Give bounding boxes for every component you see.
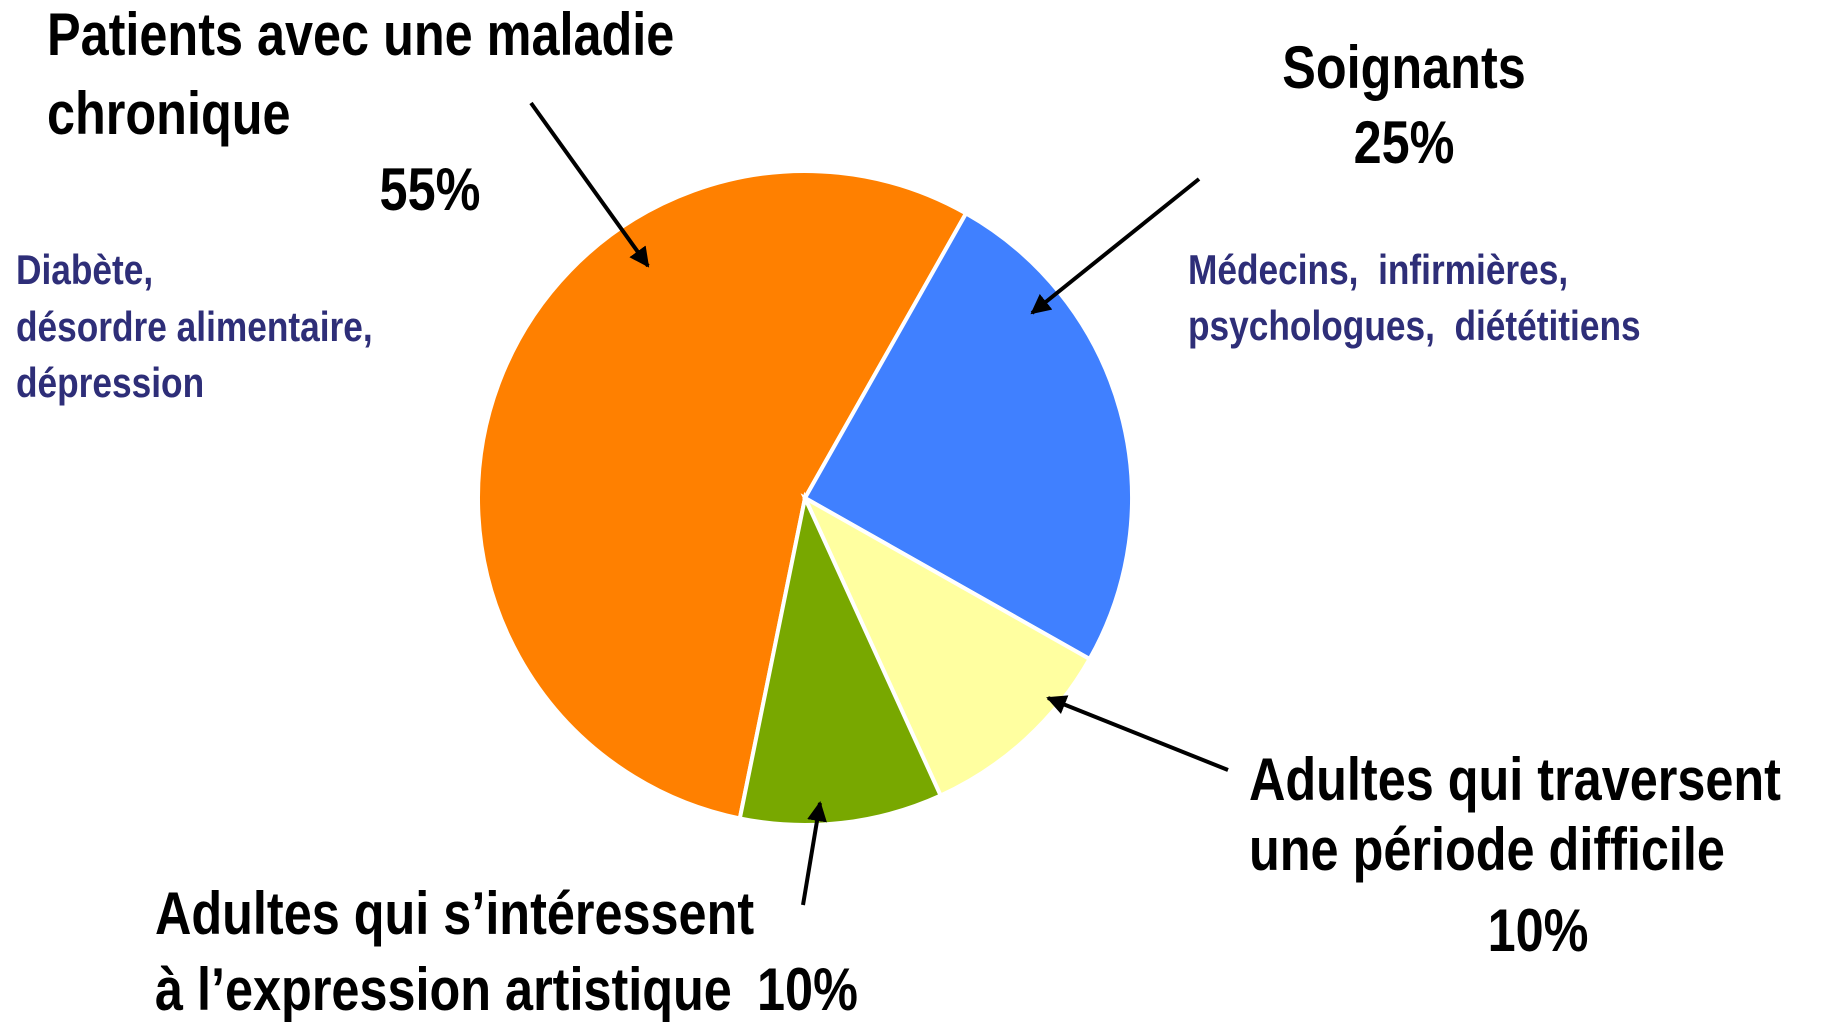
arrow <box>1030 177 1201 315</box>
pie-slice <box>800 493 1093 799</box>
category-label: Adultes qui s’intéressent <box>155 880 754 947</box>
category-label: Adultes qui traversent <box>1249 746 1781 813</box>
arrow <box>1046 695 1229 772</box>
value-label: 10% <box>757 956 858 1022</box>
category-label: chronique <box>47 80 291 147</box>
category-label: Soignants <box>1282 34 1526 101</box>
arrow <box>801 801 827 906</box>
description: Diabète, <box>16 247 153 294</box>
category-label-group: à l’expression artistique 10% <box>155 956 858 1022</box>
value-label: 10% <box>1488 897 1589 964</box>
category-label: Patients avec une maladie <box>47 1 674 68</box>
description: psychologues, diététitiens <box>1188 303 1641 350</box>
pie-slice <box>802 210 1134 662</box>
description: dépression <box>16 360 204 407</box>
category-label: une période difficile <box>1249 816 1725 883</box>
description: désordre alimentaire, <box>16 304 373 351</box>
value-label: 55% <box>380 156 481 223</box>
pie-slice <box>476 169 969 821</box>
pie <box>476 169 1134 827</box>
arrow <box>529 101 650 268</box>
category-label: à l’expression artistique <box>155 956 732 1022</box>
pie-slice <box>737 491 944 827</box>
description: Médecins, infirmières, <box>1188 247 1568 294</box>
value-label: 25% <box>1354 109 1455 176</box>
